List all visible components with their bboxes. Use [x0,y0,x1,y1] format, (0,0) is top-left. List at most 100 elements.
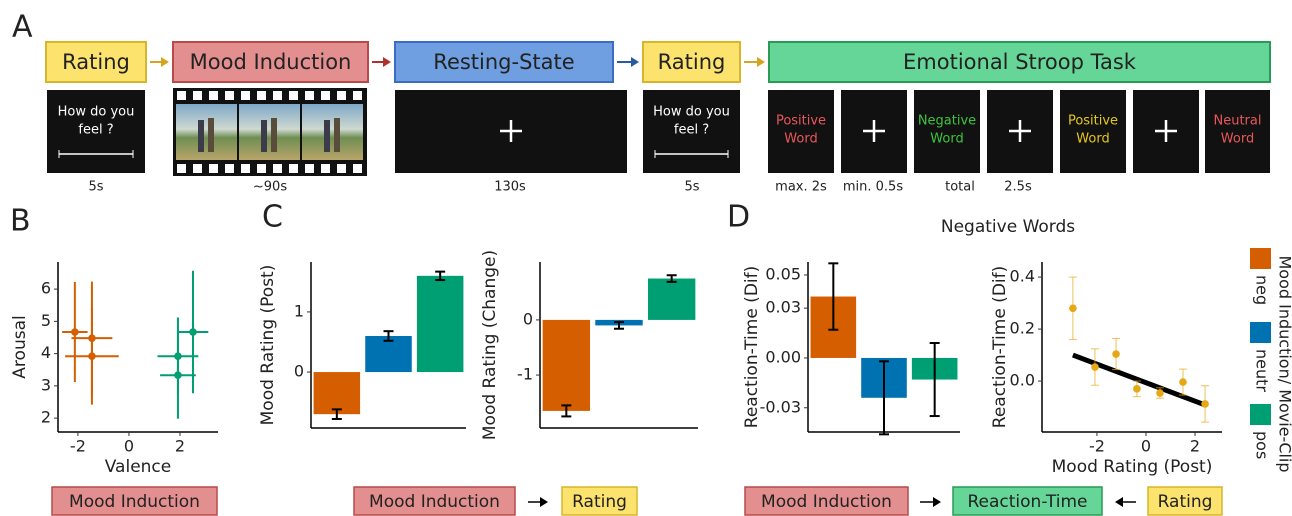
film-hole [289,164,298,173]
y-tick-label: 5 [41,311,51,330]
y-tick-label: 2 [41,408,51,427]
point [1069,304,1077,313]
film-hole [337,164,346,173]
film-figure [271,118,277,152]
stroop-word: Positive [1068,114,1118,129]
point [1091,363,1099,371]
x-axis-label: Mood Rating (Post) [1052,457,1213,477]
flow-arrow-head [540,497,548,507]
film-hole [321,91,330,100]
legend-label: neutr [1253,349,1272,392]
screen-text: feel ? [78,123,113,138]
film-hole [193,91,202,100]
step-box [45,41,147,83]
film-frame [239,104,300,160]
point [189,328,197,336]
flow-box [1147,486,1223,516]
step-label: Rating [62,50,130,74]
y-tick-label: 0.2 [1010,319,1035,338]
flow-label: Mood Induction [761,492,892,512]
duration: max. 2s [775,180,827,195]
x-axis-label: Valence [105,457,172,477]
film-hole [353,91,362,100]
stroop-screen [768,90,834,173]
film-figure [324,120,330,152]
bar [647,278,696,320]
duration: 2.5s [1004,180,1032,195]
y-axis-label: Reaction-Time (Dif) [990,266,1010,428]
legend-title: Mood Induction/ Movie-Clip [1276,255,1292,472]
legend-label: pos [1253,431,1272,459]
point [174,371,182,380]
point [88,352,96,360]
flow-box [51,486,218,516]
film-hole [353,164,362,173]
y-tick-label: 0.00 [765,347,801,366]
y-tick-label: 0 [523,309,533,328]
point [1156,389,1164,397]
film-figure [208,118,214,152]
step-box [768,41,1271,83]
film-hole [305,91,314,100]
arrow-head [161,57,169,67]
bar [416,275,464,373]
x-tick-label: 0 [1141,437,1151,456]
x-tick-label: 2 [175,437,185,456]
y-tick-label: 6 [41,279,51,298]
step-label: Resting-State [433,50,574,74]
step-box [172,41,369,83]
x-tick-label: 2 [1190,437,1200,456]
step-box [394,41,614,83]
y-tick-label: 0.05 [765,264,801,283]
stroop-screen [914,90,980,173]
y-tick-label: 0.03 [765,298,801,317]
y-axis-label: Reaction-Time (Dif) [742,266,762,428]
y-tick-label: 0.4 [1010,267,1035,286]
film-figure [198,120,204,152]
arrow-head [631,57,639,67]
flow-box [561,486,638,516]
panel-label: A [12,10,33,45]
y-tick-label: 1 [294,301,304,320]
film-hole [289,91,298,100]
screen-text: How do you [58,105,135,120]
flow-label: Rating [1158,492,1213,512]
flow-arrow-head [933,497,941,507]
duration: 5s [684,180,699,195]
panel-label: D [727,200,750,235]
film-hole [257,164,266,173]
film-hole [321,164,330,173]
film-frame [302,104,363,160]
film-hole [225,164,234,173]
film-hole [337,91,346,100]
film-hole [305,164,314,173]
film-figure [261,120,267,152]
film-hole [241,164,250,173]
bar [542,319,591,411]
stroop-word: Word [1076,132,1109,147]
flow-label: Mood Induction [69,492,200,512]
flow-arrow-head [1115,497,1123,507]
y-tick-label: 4 [41,343,51,362]
panel-label: B [10,204,31,239]
film-hole [209,164,218,173]
screen-text: feel ? [674,123,709,138]
duration: ~90s [253,180,287,195]
stroop-word: Word [930,132,963,147]
legend-label: neg [1253,275,1272,305]
flow-label: Rating [572,492,627,512]
rating-screen [643,90,740,173]
step-box [642,41,741,83]
arrow-head [383,57,391,67]
film-hole [193,164,202,173]
y-tick-label: -0.03 [760,397,801,416]
stroop-word: Word [1221,132,1254,147]
y-axis-label: Mood Rating (Post) [258,265,278,426]
film-figure [334,118,340,152]
x-tick-label: -2 [1089,437,1105,456]
flow-label: Mood Induction [369,492,500,512]
y-tick-label: 0 [294,362,304,381]
film-hole [257,91,266,100]
bar [365,335,412,373]
